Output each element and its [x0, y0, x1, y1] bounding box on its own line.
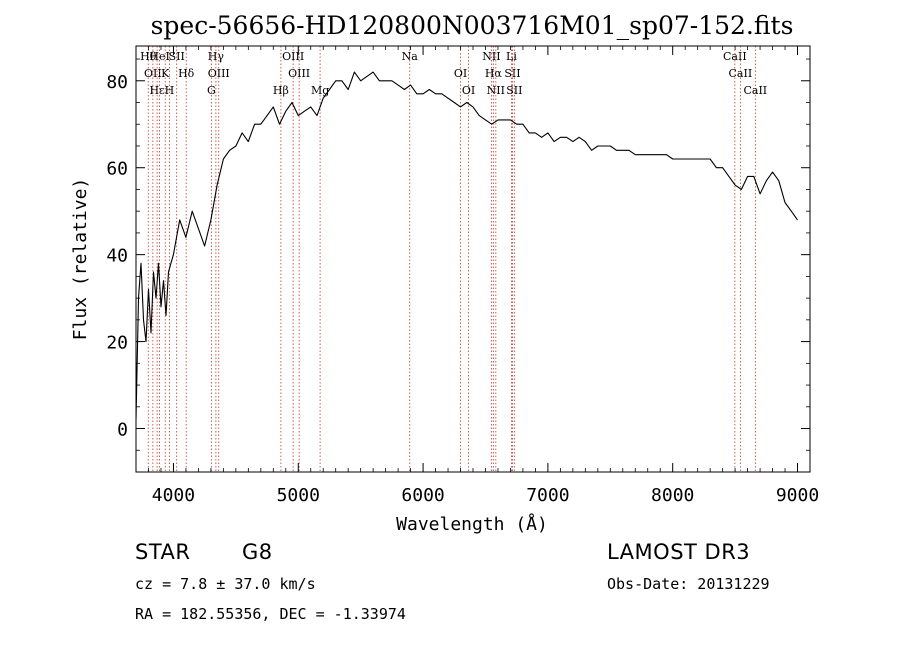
- line-label: SII: [169, 50, 185, 63]
- line-label: Hα: [485, 67, 503, 80]
- chart-title: spec-56656-HD120800N003716M01_sp07-152.f…: [151, 11, 794, 40]
- plot-frame: [135, 45, 811, 473]
- redshift-velocity: cz = 7.8 ± 37.0 km/s: [135, 575, 316, 593]
- line-label: K: [161, 67, 170, 80]
- line-label: CaII: [743, 84, 767, 97]
- line-label: OIII: [208, 67, 230, 80]
- object-class: STAR: [135, 540, 191, 564]
- line-label: Li: [506, 50, 517, 63]
- object-subclass: G8: [242, 540, 273, 564]
- line-label: CaII: [729, 67, 753, 80]
- line-label: NII: [487, 84, 505, 97]
- line-label: Na: [402, 50, 419, 63]
- y-tick-label: 60: [106, 159, 128, 180]
- line-label: Hβ: [273, 84, 289, 97]
- x-tick-label: 9000: [776, 485, 819, 506]
- line-label: G: [207, 84, 216, 97]
- y-tick-label: 20: [106, 333, 128, 354]
- survey-name: LAMOST DR3: [607, 540, 751, 564]
- x-tick-label: 5000: [277, 485, 320, 506]
- y-tick-label: 80: [106, 72, 128, 93]
- y-tick-label: 0: [117, 420, 128, 441]
- line-label: Hε: [149, 84, 165, 97]
- axes: 4000 5000 6000 7000 8000 9000 0 20 40 60 80: [106, 46, 819, 506]
- coordinates: RA = 182.55356, DEC = -1.33974: [135, 605, 406, 623]
- flux-series: [135, 71, 798, 420]
- x-tick-label: 6000: [401, 485, 444, 506]
- line-label: Hγ: [208, 50, 225, 63]
- y-axis-label: Flux (relative): [70, 178, 91, 341]
- line-label: NII: [482, 50, 500, 63]
- observation-date: Obs-Date: 20131229: [607, 575, 770, 593]
- line-label: H: [165, 84, 175, 97]
- line-label: OI: [454, 67, 467, 80]
- line-label: Mg: [311, 84, 329, 97]
- x-tick-label: 4000: [152, 485, 195, 506]
- line-label: SII: [504, 67, 520, 80]
- x-tick-label: 7000: [526, 485, 569, 506]
- flux-line: [135, 71, 798, 420]
- line-label: OI: [462, 84, 475, 97]
- x-tick-label: 8000: [651, 485, 694, 506]
- line-label: Hδ: [178, 67, 195, 80]
- line-label: OIII: [288, 67, 310, 80]
- line-label: OII: [144, 67, 162, 80]
- y-tick-label: 40: [106, 246, 128, 267]
- spectral-line-markers: HθOIIHεHeIKHSIIHδGHγOIIIHβOIIIOIIIMgNaOI…: [140, 46, 767, 472]
- line-label: HeI: [149, 50, 169, 63]
- line-label: OIII: [282, 50, 304, 63]
- x-axis-label: Wavelength (Å): [396, 513, 548, 535]
- line-label: SII: [506, 84, 522, 97]
- line-label: CaII: [723, 50, 747, 63]
